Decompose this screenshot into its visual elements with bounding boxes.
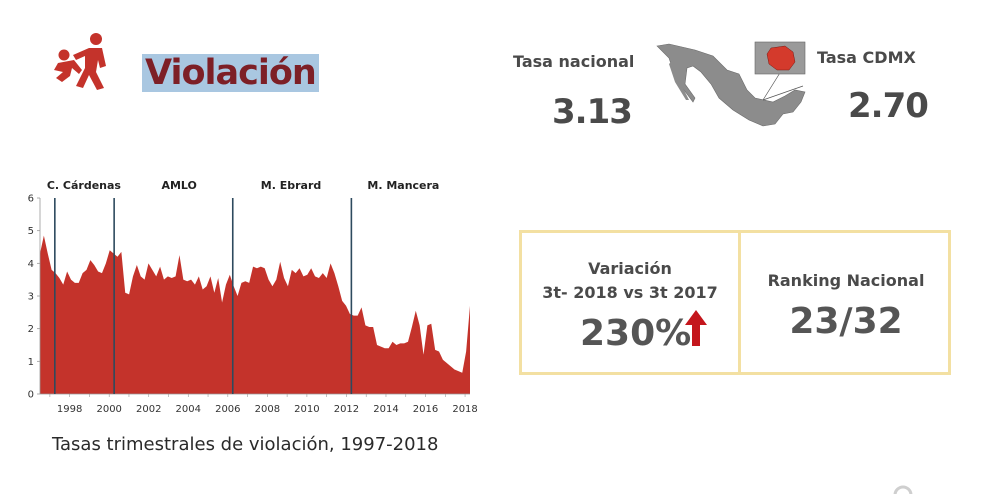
rape-rate-area-chart: 0 1 2 3 4 5 6 1998 2000 2002 2004 2006 2008 2010 2012 2… bbox=[28, 179, 478, 415]
y-tick-label: 5 bbox=[28, 226, 34, 237]
ranking-value: 23/32 bbox=[789, 301, 903, 342]
page-title: Violación bbox=[142, 54, 319, 92]
x-tick-label: 2004 bbox=[176, 404, 201, 415]
y-tick-label: 0 bbox=[28, 390, 34, 401]
stats-panel: Variación 3t- 2018 vs 3t 2017 230% Ranki… bbox=[519, 230, 951, 375]
chart-caption: Tasas trimestrales de violación, 1997-20… bbox=[52, 434, 439, 455]
administration-label: M. Ebrard bbox=[261, 179, 322, 192]
x-tick-label: 2012 bbox=[334, 404, 359, 415]
variation-label: Variación bbox=[588, 259, 672, 278]
x-tick-label: 2006 bbox=[215, 404, 240, 415]
partial-logo-icon bbox=[893, 485, 913, 494]
administration-label: C. Cárdenas bbox=[47, 179, 122, 192]
up-arrow-icon bbox=[685, 310, 707, 346]
stats-divider bbox=[738, 233, 741, 372]
variation-value: 230% bbox=[580, 313, 692, 354]
y-tick-label: 1 bbox=[28, 357, 34, 368]
x-tick-label: 2010 bbox=[294, 404, 319, 415]
y-tick-label: 3 bbox=[28, 292, 34, 303]
national-rate-label: Tasa nacional bbox=[513, 52, 635, 71]
x-tick-label: 2002 bbox=[136, 404, 161, 415]
mexico-map-icon bbox=[656, 41, 806, 127]
x-tick-label: 1998 bbox=[57, 404, 82, 415]
x-tick-label: 2018 bbox=[452, 404, 477, 415]
administration-label: M. Mancera bbox=[367, 179, 439, 192]
assault-figures-icon bbox=[54, 33, 106, 90]
rate-area-series bbox=[40, 235, 470, 394]
y-tick-label: 4 bbox=[28, 259, 34, 270]
x-tick-label: 2016 bbox=[413, 404, 438, 415]
y-tick-label: 2 bbox=[28, 324, 34, 335]
x-tick-label: 2000 bbox=[96, 404, 121, 415]
national-rate-value: 3.13 bbox=[552, 92, 633, 132]
x-tick-label: 2014 bbox=[373, 404, 398, 415]
cdmx-rate-value: 2.70 bbox=[848, 86, 929, 126]
cdmx-rate-label: Tasa CDMX bbox=[817, 48, 916, 67]
y-tick-label: 6 bbox=[28, 194, 34, 205]
ranking-label: Ranking Nacional bbox=[767, 271, 925, 290]
variation-period-label: 3t- 2018 vs 3t 2017 bbox=[542, 283, 718, 302]
x-tick-label: 2008 bbox=[255, 404, 280, 415]
administration-label: AMLO bbox=[161, 179, 196, 192]
